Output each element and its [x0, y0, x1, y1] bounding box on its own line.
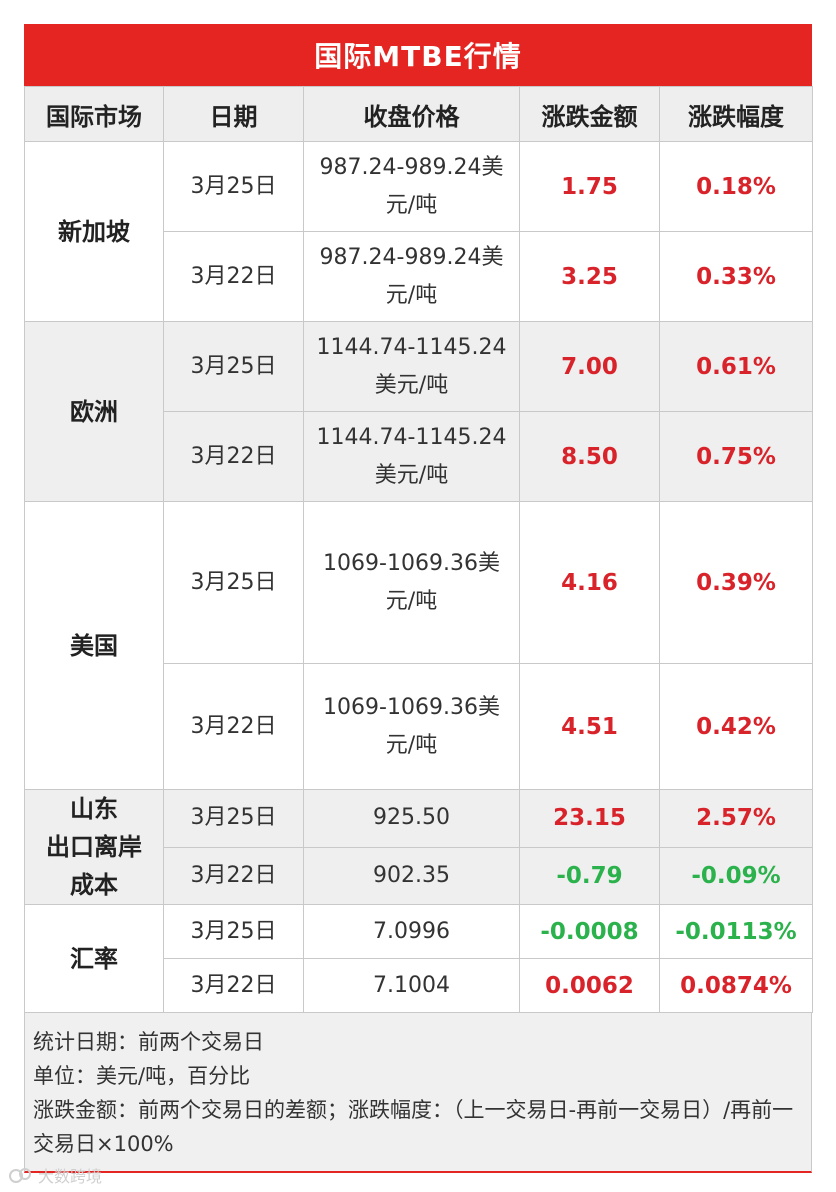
change-cell: 7.00 — [519, 321, 660, 412]
table-row: 汇率 3月25日 7.0996 -0.0008 -0.0113% — [24, 904, 813, 1013]
percent-cell: 0.33% — [659, 231, 813, 322]
table-row: 欧洲 3月25日 1144.74-1145.24 美元/吨 7.00 0.61% — [24, 321, 813, 502]
table-row: 新加坡 3月25日 987.24-989.24美 元/吨 1.75 0.18% — [24, 141, 813, 322]
change-cell: 0.0062 — [519, 958, 660, 1013]
price-cell: 1069-1069.36美 元/吨 — [303, 501, 520, 664]
table-title: 国际MTBE行情 — [24, 24, 812, 86]
watermark-text: 大数跨境 — [38, 1167, 103, 1186]
table-row: 3月22日 1069-1069.36美 元/吨 4.51 0.42% — [25, 663, 813, 790]
percent-cell: 0.0874% — [659, 958, 813, 1013]
date-cell: 3月22日 — [163, 958, 304, 1013]
market-fx: 汇率 — [24, 904, 164, 1013]
date-cell: 3月25日 — [163, 789, 304, 848]
change-cell: 23.15 — [519, 789, 660, 848]
market-usa: 美国 — [24, 501, 164, 790]
percent-cell: 0.75% — [659, 411, 813, 502]
change-cell: 8.50 — [519, 411, 660, 502]
percent-cell: 0.18% — [659, 141, 813, 232]
change-cell: 4.51 — [519, 663, 660, 790]
header-date: 日期 — [163, 86, 304, 142]
note-unit: 单位：美元/吨，百分比 — [33, 1064, 251, 1088]
change-cell: 4.16 — [519, 501, 660, 664]
price-cell: 987.24-989.24美 元/吨 — [303, 231, 520, 322]
percent-cell: 0.61% — [659, 321, 813, 412]
price-cell: 7.0996 — [303, 904, 520, 959]
date-cell: 3月22日 — [163, 846, 304, 905]
price-cell: 7.1004 — [303, 958, 520, 1013]
price-cell: 1144.74-1145.24 美元/吨 — [303, 411, 520, 502]
date-cell: 3月25日 — [163, 321, 304, 412]
change-cell: 1.75 — [519, 141, 660, 232]
percent-cell: -0.09% — [659, 846, 813, 905]
price-cell: 925.50 — [303, 789, 520, 848]
percent-cell: -0.0113% — [659, 904, 813, 959]
price-table: 国际市场 日期 收盘价格 涨跌金额 涨跌幅度 新加坡 3月25日 987.24-… — [24, 86, 813, 1013]
table-row: 山东 出口离岸 成本 3月25日 925.50 23.15 2.57% — [24, 789, 813, 905]
date-cell: 3月25日 — [163, 904, 304, 959]
percent-cell: 0.39% — [659, 501, 813, 664]
brand-logo-icon — [9, 1168, 31, 1183]
table-row: 3月22日 7.1004 0.0062 0.0874% — [25, 958, 813, 1013]
footnotes: 统计日期：前两个交易日 单位：美元/吨，百分比 涨跌金额：前两个交易日的差额；涨… — [24, 1013, 812, 1173]
watermark: 大数跨境 — [8, 1163, 102, 1187]
date-cell: 3月22日 — [163, 663, 304, 790]
price-cell: 902.35 — [303, 846, 520, 905]
date-cell: 3月22日 — [163, 231, 304, 322]
percent-cell: 0.42% — [659, 663, 813, 790]
date-cell: 3月22日 — [163, 411, 304, 502]
mtbe-table-card: 国际MTBE行情 国际市场 日期 收盘价格 涨跌金额 涨跌幅度 新加坡 3月25… — [24, 24, 813, 1173]
table-row: 3月22日 1144.74-1145.24 美元/吨 8.50 0.75% — [25, 411, 813, 502]
change-cell: -0.79 — [519, 846, 660, 905]
price-cell: 1069-1069.36美 元/吨 — [303, 663, 520, 790]
price-cell: 1144.74-1145.24 美元/吨 — [303, 321, 520, 412]
price-cell: 987.24-989.24美 元/吨 — [303, 141, 520, 232]
market-singapore: 新加坡 — [24, 141, 164, 322]
market-europe: 欧洲 — [24, 321, 164, 502]
date-cell: 3月25日 — [163, 501, 304, 664]
percent-cell: 2.57% — [659, 789, 813, 848]
header-market: 国际市场 — [24, 86, 164, 142]
date-cell: 3月25日 — [163, 141, 304, 232]
note-stat-date: 统计日期：前两个交易日 — [33, 1030, 264, 1054]
header-row: 国际市场 日期 收盘价格 涨跌金额 涨跌幅度 — [24, 86, 813, 142]
header-change-amount: 涨跌金额 — [519, 86, 660, 142]
header-close-price: 收盘价格 — [303, 86, 520, 142]
header-change-percent: 涨跌幅度 — [659, 86, 813, 142]
change-cell: 3.25 — [519, 231, 660, 322]
market-shandong: 山东 出口离岸 成本 — [24, 789, 164, 905]
note-definition: 涨跌金额：前两个交易日的差额；涨跌幅度：（上一交易日-再前一交易日）/再前一交易… — [33, 1098, 794, 1156]
table-row: 美国 3月25日 1069-1069.36美 元/吨 4.16 0.39% — [24, 501, 813, 790]
table-row: 3月22日 987.24-989.24美 元/吨 3.25 0.33% — [25, 231, 813, 322]
change-cell: -0.0008 — [519, 904, 660, 959]
